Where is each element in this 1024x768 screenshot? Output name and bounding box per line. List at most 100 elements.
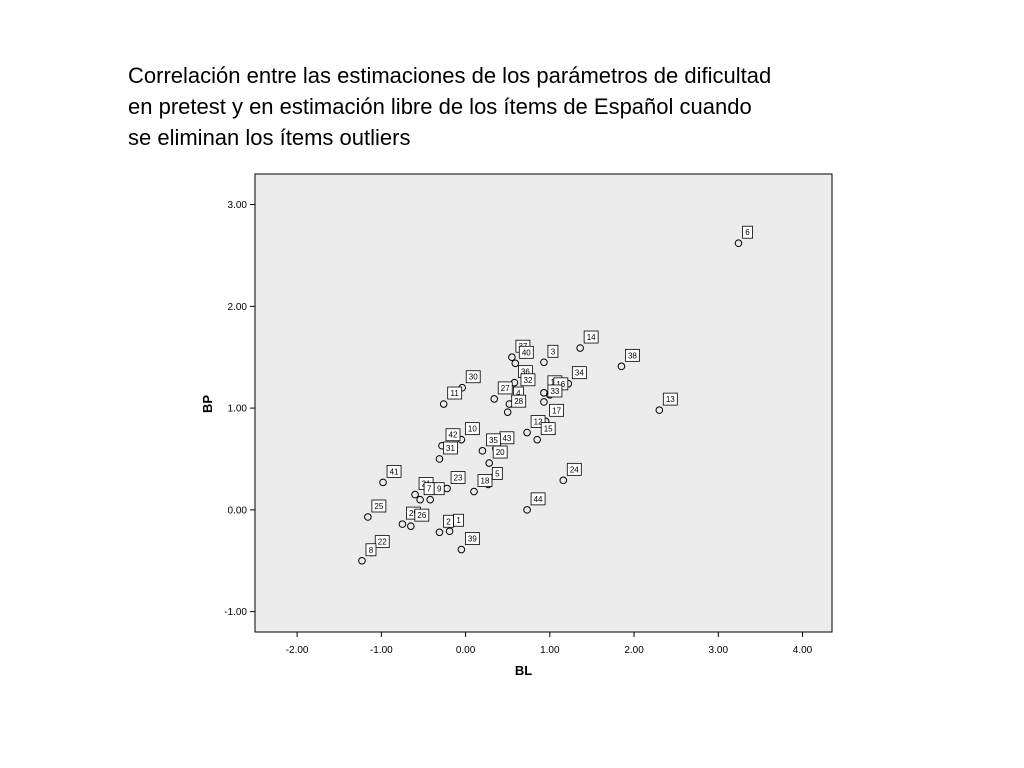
data-point-label-box bbox=[566, 462, 582, 476]
data-point-label-box bbox=[447, 386, 463, 400]
data-point-label-box bbox=[583, 330, 599, 344]
data-point-marker bbox=[559, 476, 568, 485]
data-point-label: 35 bbox=[489, 436, 498, 445]
data-point: 44 bbox=[523, 492, 546, 514]
data-point-marker bbox=[445, 527, 454, 536]
data-point: 31 bbox=[435, 441, 458, 463]
data-point-label: 42 bbox=[449, 431, 458, 440]
data-point-marker bbox=[439, 400, 448, 408]
data-point: 3 bbox=[540, 344, 559, 367]
data-point-label-box bbox=[547, 384, 563, 398]
data-point: 7 bbox=[416, 482, 435, 504]
data-point: 24 bbox=[559, 462, 582, 485]
plot-area bbox=[254, 173, 833, 633]
data-point-label: 20 bbox=[496, 448, 505, 457]
data-point: 41 bbox=[379, 464, 402, 487]
data-point-marker bbox=[523, 506, 531, 514]
data-point-marker bbox=[503, 408, 512, 416]
slide-title-line-1: Correlación entre las estimaciones de lo… bbox=[128, 63, 772, 88]
data-point-marker bbox=[435, 455, 444, 463]
data-point-label: 4 bbox=[516, 389, 521, 398]
data-point-label: 13 bbox=[666, 395, 675, 404]
data-point-label-box bbox=[540, 422, 556, 436]
data-point-marker bbox=[416, 495, 424, 504]
data-point-marker bbox=[734, 239, 743, 248]
data-point-label-box bbox=[464, 532, 480, 545]
data-point: 20 bbox=[485, 445, 508, 467]
data-point-label-box bbox=[423, 482, 435, 496]
data-point-marker bbox=[523, 428, 531, 437]
data-point-label: 36 bbox=[521, 368, 530, 377]
data-point: 25 bbox=[364, 499, 387, 521]
data-point-label-box bbox=[662, 392, 678, 406]
data-point: 28 bbox=[503, 394, 527, 416]
data-point-label: 22 bbox=[378, 538, 387, 547]
data-point: 34 bbox=[564, 366, 587, 388]
data-point-label-box bbox=[742, 225, 753, 239]
data-point-label-box bbox=[386, 464, 402, 478]
data-point-label: 14 bbox=[587, 333, 596, 342]
data-point-label: 43 bbox=[502, 434, 511, 443]
data-point-marker bbox=[617, 362, 626, 371]
data-point-label: 2 bbox=[446, 517, 451, 526]
data-point-label: 25 bbox=[374, 502, 383, 511]
x-tick-label: 1.00 bbox=[540, 645, 560, 656]
data-point-label: 44 bbox=[534, 495, 543, 504]
data-point-label: 16 bbox=[556, 380, 565, 389]
data-point-marker bbox=[411, 490, 419, 499]
slide-title: Correlación entre las estimaciones de lo… bbox=[128, 60, 928, 153]
data-point: 40 bbox=[511, 345, 534, 368]
x-tick-label: 0.00 bbox=[456, 645, 476, 656]
data-point-label-box bbox=[547, 344, 559, 358]
data-point-label-box bbox=[464, 422, 480, 436]
data-point: 10 bbox=[457, 422, 480, 444]
data-point-marker bbox=[540, 358, 548, 367]
data-point-label: 33 bbox=[550, 387, 559, 396]
data-point-label: 27 bbox=[501, 384, 510, 393]
data-point-label: 9 bbox=[437, 485, 442, 494]
data-point-marker bbox=[490, 395, 499, 403]
data-point: 33 bbox=[540, 384, 563, 406]
data-point-marker bbox=[533, 435, 541, 444]
data-point-label-box bbox=[477, 474, 493, 487]
y-tick-label: 3.00 bbox=[228, 200, 248, 211]
data-point-label: 5 bbox=[495, 469, 500, 478]
data-point-marker bbox=[655, 406, 664, 414]
data-point: 11 bbox=[439, 386, 463, 408]
data-point: 27 bbox=[490, 381, 513, 403]
data-point-label-box bbox=[374, 535, 390, 549]
data-point-label-box bbox=[450, 471, 466, 484]
data-point-label: 34 bbox=[575, 369, 584, 378]
x-tick-label: -1.00 bbox=[370, 645, 393, 656]
data-point: 13 bbox=[655, 392, 678, 414]
data-point-label-box bbox=[443, 514, 454, 528]
y-tick-label: 0.00 bbox=[228, 505, 248, 516]
data-point-label-box bbox=[530, 492, 546, 506]
data-point-label: 41 bbox=[390, 467, 399, 476]
data-point-label-box bbox=[465, 370, 481, 384]
data-point-label-box bbox=[518, 345, 534, 359]
data-point: 6 bbox=[734, 225, 753, 248]
data-point-marker bbox=[435, 528, 444, 537]
data-point-label: 6 bbox=[745, 228, 750, 237]
data-point-label-box bbox=[497, 381, 513, 395]
data-point: 23 bbox=[443, 471, 466, 493]
data-point-label-box bbox=[625, 348, 640, 362]
data-point-marker bbox=[540, 398, 548, 406]
x-axis-title: BL bbox=[515, 663, 532, 678]
data-point-marker bbox=[379, 478, 387, 487]
data-point-label: 23 bbox=[454, 473, 463, 482]
data-point-marker bbox=[426, 495, 435, 504]
data-point-label-box bbox=[520, 373, 536, 387]
x-tick-label: 2.00 bbox=[624, 645, 644, 656]
slide-title-line-3: se eliminan los ítems outliers bbox=[128, 125, 411, 150]
data-point-marker bbox=[364, 513, 372, 521]
data-point: 39 bbox=[457, 532, 480, 554]
data-point-label: 26 bbox=[417, 511, 426, 520]
data-point-label: 10 bbox=[468, 425, 477, 434]
data-point-label-box bbox=[491, 467, 503, 480]
slide-title-line-2: en pretest y en estimación libre de los … bbox=[128, 94, 752, 119]
data-point: 15 bbox=[533, 422, 556, 444]
